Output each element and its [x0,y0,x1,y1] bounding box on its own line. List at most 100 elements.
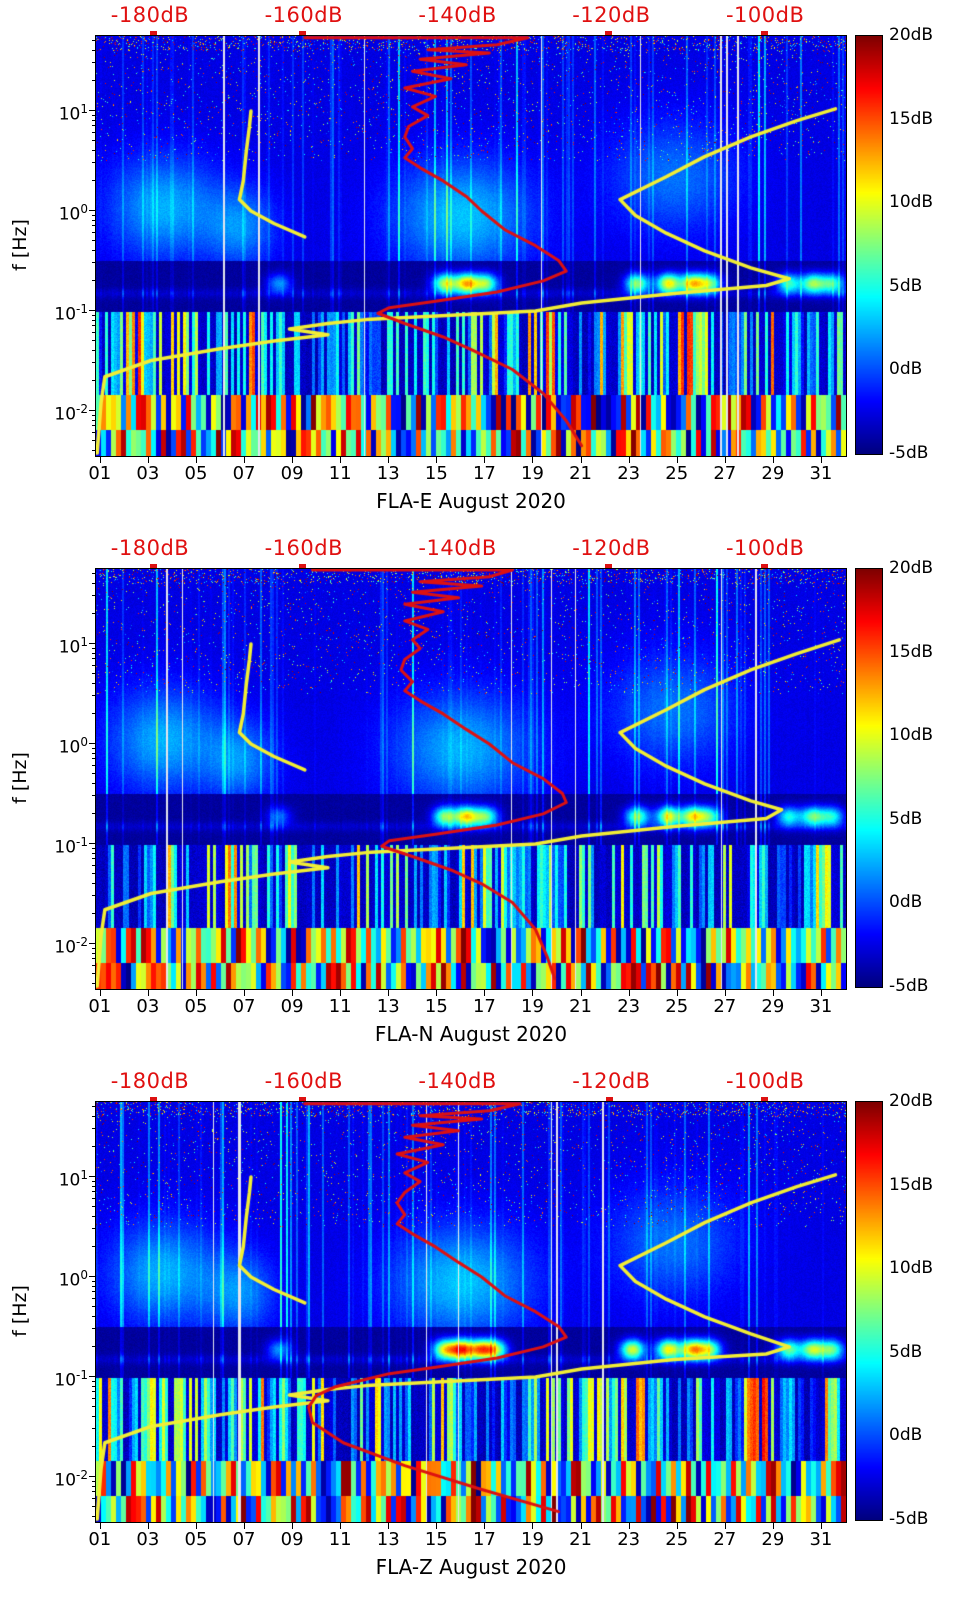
x-axis-tick [580,457,582,463]
y-axis-tick [89,210,95,211]
x-tick-label: 19 [521,463,544,484]
y-axis-minor-tick [92,747,95,749]
panel-fla-e: -180dB -160dB -140dB -120dB -100dB f [Hz] 10… [0,0,962,533]
x-tick-label: 21 [569,463,593,484]
x-tick-label: 17 [472,463,496,484]
top-axis-tick-label: -140dB [418,536,497,560]
top-axis-marker [760,564,768,569]
y-axis-minor-tick [92,647,95,649]
y-tick-label: 10-1 [54,835,88,858]
top-axis-marker [604,31,612,36]
y-axis-minor-tick [92,858,95,860]
y-axis-minor-tick [92,695,95,697]
x-axis-tick [99,990,101,996]
y-axis-minor-tick [92,1315,95,1317]
top-axis-marker [150,31,158,36]
colorbar-tick-label: -5dB [889,976,929,996]
y-axis-minor-tick [92,1345,95,1347]
y-axis-minor-tick [92,1380,95,1382]
x-axis-tick [388,1523,390,1529]
y-axis-minor-tick [92,249,95,251]
spectrogram-plot [95,568,847,990]
x-tick-label: 01 [88,463,112,484]
y-axis-minor-tick [92,1428,95,1430]
x-tick-label: 01 [88,996,112,1017]
x-tick-label: 29 [761,996,785,1017]
y-axis-label: f [Hz] [9,1285,32,1337]
x-axis-tick [772,457,774,463]
y-axis-minor-tick [92,232,95,234]
y-axis-minor-tick [92,1180,95,1182]
colorbar-tick-label: 10dB [889,725,934,745]
x-axis-tick [436,990,438,996]
x-tick-label: 05 [184,1529,208,1550]
y-axis-label-wrap: f [Hz] [0,1101,40,1521]
top-axis-marker [604,564,612,569]
x-tick-label: 15 [424,1529,448,1550]
y-axis-minor-tick [92,379,95,381]
top-axis-marker [299,564,307,569]
colorbar-tick-label: 20dB [889,558,934,578]
y-axis-minor-tick [92,1228,95,1230]
y-axis-minor-tick [92,62,95,64]
x-tick-label: 27 [713,463,737,484]
x-tick-label: 13 [376,463,400,484]
y-axis-minor-tick [92,362,95,364]
y-axis-minor-tick [92,1498,95,1500]
y-axis-minor-tick [92,1206,95,1208]
y-axis-minor-tick [92,1480,95,1482]
x-tick-label: 25 [665,1529,689,1550]
y-tick-label: 100 [58,735,88,758]
y-axis-minor-tick [92,1128,95,1130]
y-axis-tick [89,110,95,111]
colorbar-tick-label: 5dB [889,809,923,829]
y-axis-minor-tick [92,1406,95,1408]
y-axis-minor-tick [92,912,95,914]
y-tick-label: 10-2 [54,1468,88,1491]
x-tick-label: 31 [809,1529,833,1550]
top-axis-marker [150,1097,158,1102]
y-axis-minor-tick [92,865,95,867]
x-axis-tick [292,990,294,996]
y-axis-tick [89,1276,95,1277]
y-axis-minor-tick [92,682,95,684]
x-tick-label: 15 [424,996,448,1017]
y-axis-minor-tick [92,982,95,984]
y-axis-minor-tick [92,1298,95,1300]
y-axis-minor-tick [92,214,95,216]
y-tick-label: 101 [58,1168,88,1191]
y-axis-minor-tick [92,162,95,164]
y-axis-tick [89,643,95,644]
y-axis-minor-tick [92,812,95,814]
x-axis-tick [772,990,774,996]
y-axis-label-wrap: f [Hz] [0,35,40,455]
x-axis-tick [820,1523,822,1529]
y-axis-minor-tick [92,449,95,451]
top-axis-marker [150,564,158,569]
colorbar-canvas [856,36,882,454]
y-axis-label: f [Hz] [9,752,32,804]
x-tick-label: 03 [136,996,160,1017]
spectrogram-plot [95,1101,847,1523]
colorbar [855,35,883,455]
y-axis-minor-tick [92,758,95,760]
x-tick-label: 11 [328,1529,352,1550]
x-tick-label: 13 [376,1529,400,1550]
y-axis-minor-tick [92,1115,95,1117]
x-axis-tick [340,457,342,463]
spectrogram-canvas [96,36,846,456]
x-tick-label: 15 [424,463,448,484]
top-axis-tick-label: -120dB [572,3,651,27]
x-axis-tick [195,990,197,996]
x-tick-label: 27 [713,1529,737,1550]
x-axis-tick [484,990,486,996]
top-axis-marker [606,1097,614,1102]
x-axis-tick [147,990,149,996]
colorbar [855,1101,883,1521]
x-tick-label: 25 [665,996,689,1017]
x-tick-label: 11 [328,996,352,1017]
x-tick-label: 07 [232,1529,256,1550]
x-axis-tick [244,990,246,996]
top-axis-tick-label: -100dB [725,1069,805,1093]
x-tick-label: 17 [472,996,496,1017]
